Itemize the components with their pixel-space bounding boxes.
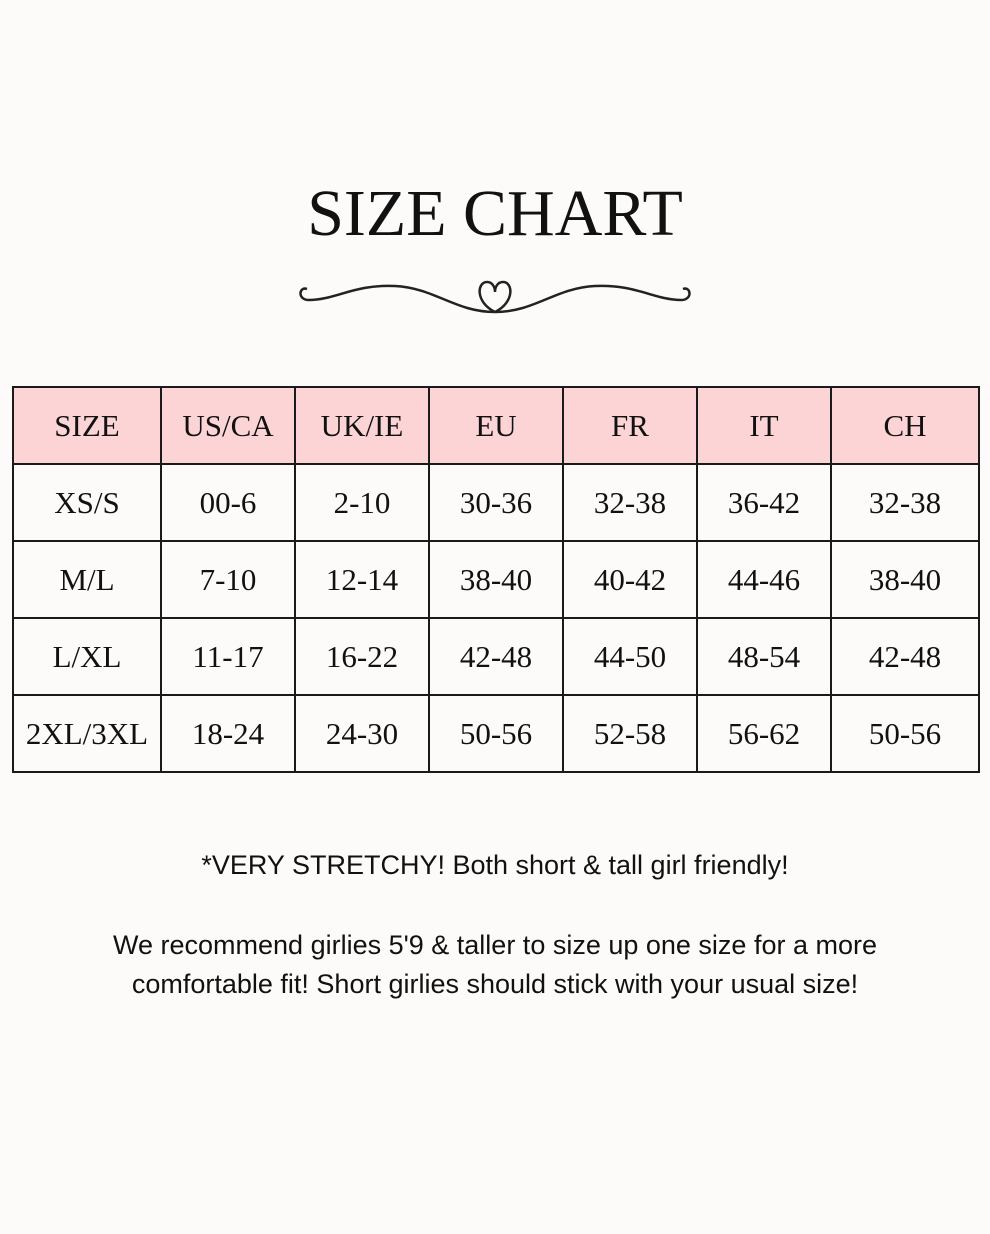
header-size: SIZE: [12, 386, 162, 465]
table-cell: 12-14: [294, 540, 430, 619]
table-row: 2XL/3XL 18-24 24-30 50-56 52-58 56-62 50-56: [12, 694, 980, 773]
table-cell: 11-17: [160, 617, 296, 696]
header-fr: FR: [562, 386, 698, 465]
table-cell: 50-56: [830, 694, 980, 773]
table-cell: 40-42: [562, 540, 698, 619]
table-cell: 18-24: [160, 694, 296, 773]
table-cell: 24-30: [294, 694, 430, 773]
header-ch: CH: [830, 386, 980, 465]
recommend-note-line-1: We recommend girlies 5'9 & taller to siz…: [113, 930, 877, 960]
table-row: L/XL 11-17 16-22 42-48 44-50 48-54 42-48: [12, 617, 980, 696]
table-cell: L/XL: [12, 617, 162, 696]
size-table: SIZE US/CA UK/IE EU FR IT CH XS/S 00-6 2-1…: [12, 386, 980, 773]
table-cell: 2XL/3XL: [12, 694, 162, 773]
table-row: XS/S 00-6 2-10 30-36 32-38 36-42 32-38: [12, 463, 980, 542]
table-cell: 36-42: [696, 463, 832, 542]
table-cell: 50-56: [428, 694, 564, 773]
header-us-ca: US/CA: [160, 386, 296, 465]
table-cell: 52-58: [562, 694, 698, 773]
table-cell: 32-38: [830, 463, 980, 542]
table-cell: 48-54: [696, 617, 832, 696]
table-cell: 56-62: [696, 694, 832, 773]
recommend-note-line-2: comfortable fit! Short girlies should st…: [131, 969, 859, 999]
table-cell: 42-48: [428, 617, 564, 696]
table-cell: 00-6: [160, 463, 296, 542]
table-cell: 2-10: [294, 463, 430, 542]
table-cell: 38-40: [428, 540, 564, 619]
heart-flourish-icon: [299, 280, 691, 314]
header-it: IT: [696, 386, 832, 465]
table-cell: XS/S: [12, 463, 162, 542]
table-cell: 30-36: [428, 463, 564, 542]
table-cell: M/L: [12, 540, 162, 619]
header-eu: EU: [428, 386, 564, 465]
table-cell: 7-10: [160, 540, 296, 619]
table-cell: 42-48: [830, 617, 980, 696]
table-cell: 44-50: [562, 617, 698, 696]
table-header-row: SIZE US/CA UK/IE EU FR IT CH: [12, 386, 980, 465]
page-title: SIZE CHART: [307, 177, 683, 250]
stretchy-note: *VERY STRETCHY! Both short & tall girl f…: [201, 850, 789, 880]
table-cell: 44-46: [696, 540, 832, 619]
table-cell: 16-22: [294, 617, 430, 696]
table-cell: 38-40: [830, 540, 980, 619]
table-row: M/L 7-10 12-14 38-40 40-42 44-46 38-40: [12, 540, 980, 619]
header-uk-ie: UK/IE: [294, 386, 430, 465]
table-cell: 32-38: [562, 463, 698, 542]
